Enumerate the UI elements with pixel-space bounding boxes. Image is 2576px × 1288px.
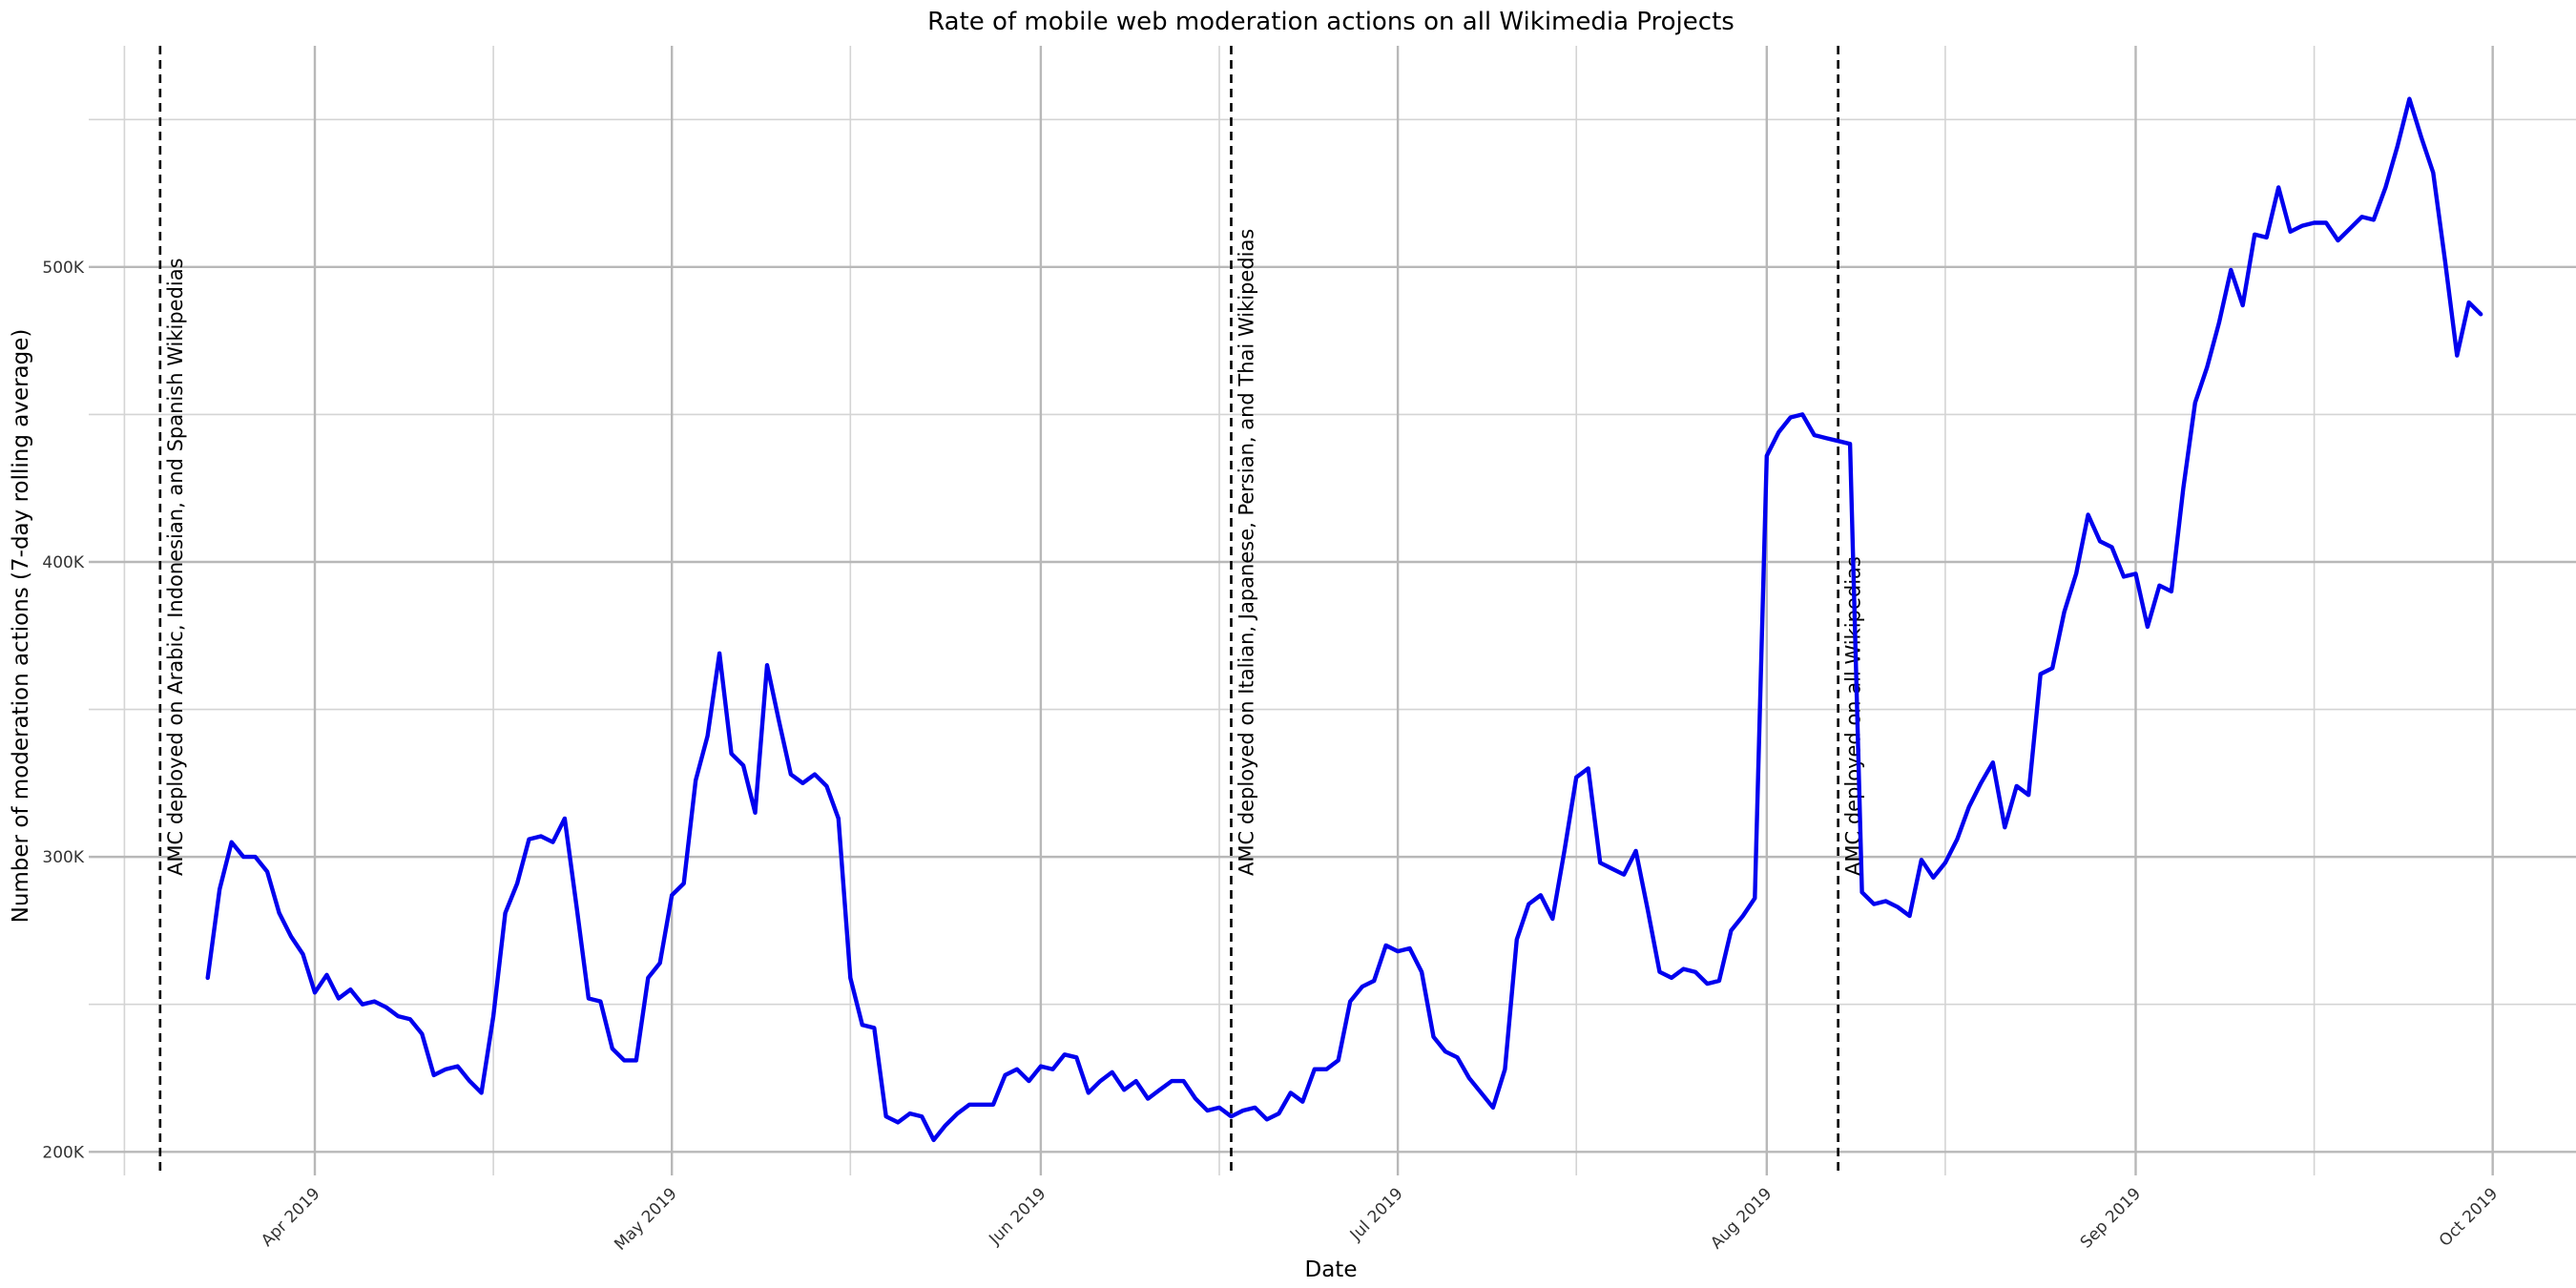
x-tick-label: Apr 2019	[258, 1184, 323, 1250]
x-tick-label: Oct 2019	[2436, 1184, 2502, 1250]
x-tick-label: Jul 2019	[1346, 1184, 1407, 1245]
x-tick-label: Aug 2019	[1707, 1184, 1776, 1253]
y-axis-label: Number of moderation actions (7-day roll…	[9, 329, 33, 924]
x-tick-label: Sep 2019	[2077, 1184, 2145, 1252]
chart-title: Rate of mobile web moderation actions on…	[927, 8, 1735, 36]
annotation-label: AMC deployed on Arabic, Indonesian, and …	[164, 258, 187, 876]
tick-labels: 200K 300K 400K 500K Apr 2019 May 2019 Jun 2019…	[42, 259, 2502, 1255]
grid-lines	[89, 46, 2576, 1175]
x-axis-label: Date	[1305, 1257, 1358, 1282]
annotations: AMC deployed on Arabic, Indonesian, and …	[158, 46, 1865, 1175]
x-tick-label: Jun 2019	[985, 1184, 1049, 1249]
y-tick-label: 400K	[42, 553, 84, 572]
x-tick-label: May 2019	[611, 1184, 680, 1254]
series-line	[205, 96, 2483, 1143]
y-tick-label: 300K	[42, 848, 84, 867]
annotation-label: AMC deployed on Italian, Japanese, Persi…	[1235, 229, 1257, 876]
series-layer	[205, 96, 2483, 1143]
y-tick-label: 500K	[42, 259, 84, 278]
y-tick-label: 200K	[42, 1143, 84, 1162]
